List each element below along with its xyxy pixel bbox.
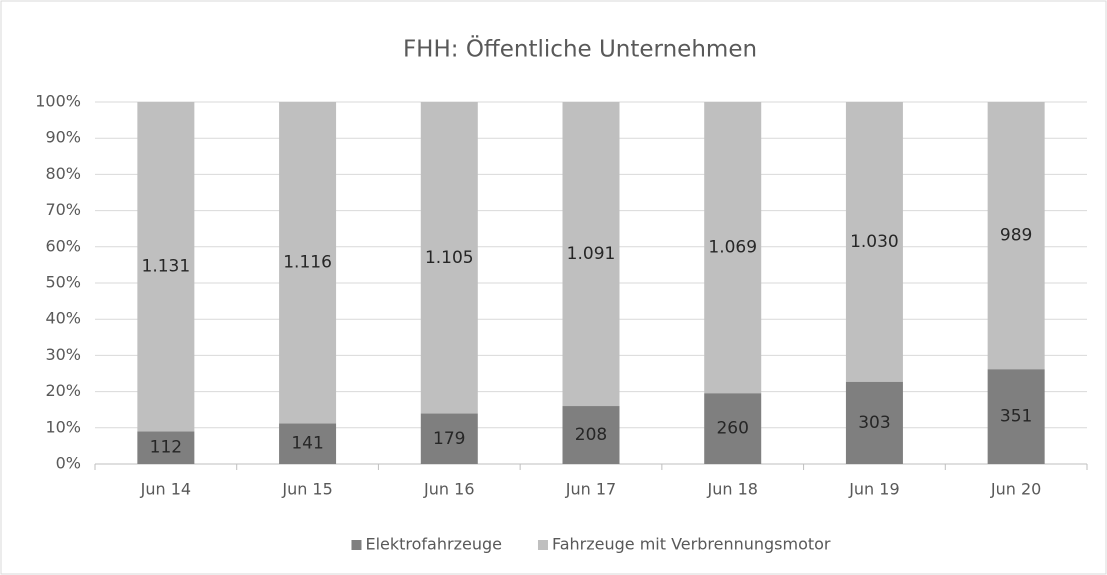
bar-segment [137,431,195,464]
value-label: 141 [291,434,323,454]
bar-segment [562,406,620,464]
y-tick-label: 0% [56,454,81,473]
y-tick-label: 50% [45,273,81,292]
bar-segment [279,102,337,424]
value-label: 989 [1000,226,1032,246]
y-tick-label: 40% [45,309,81,328]
x-tick-label: Jun 19 [848,480,899,499]
legend-label: Elektrofahrzeuge [365,535,502,554]
y-tick-label: 70% [45,200,81,219]
value-label: 1.131 [142,257,191,277]
bar-segment [987,102,1045,370]
bar-segment [279,423,337,464]
y-tick-label: 80% [45,164,81,183]
value-label: 1.091 [567,244,616,264]
bar-segment [562,102,620,407]
y-tick-label: 20% [45,381,81,400]
y-tick-label: 10% [45,417,81,436]
value-label: 112 [150,438,182,458]
x-tick-label: Jun 17 [565,480,616,499]
bar-segment [420,102,478,414]
bar-segment [845,381,903,464]
legend-swatch [537,540,548,550]
y-tick-label: 60% [45,236,81,255]
chart-title: FHH: Öffentliche Unternehmen [403,35,757,63]
bar-segment [420,413,478,464]
value-label: 1.105 [425,248,474,268]
value-label: 1.030 [850,232,899,252]
x-tick-label: Jun 14 [140,480,191,499]
bar-segment [845,102,903,382]
y-tick-label: 90% [45,128,81,147]
value-label: 179 [433,429,465,449]
bar-segment [137,102,195,432]
value-label: 260 [716,419,748,439]
bar-segment [704,102,762,394]
value-label: 303 [858,413,890,433]
value-label: 1.069 [708,238,757,258]
y-tick-label: 30% [45,345,81,364]
y-tick-label: 100% [35,92,81,111]
x-tick-label: Jun 15 [281,480,332,499]
value-label: 1.116 [283,253,332,273]
x-tick-label: Jun 16 [423,480,474,499]
legend-label: Fahrzeuge mit Verbrennungsmotor [552,535,831,554]
x-tick-label: Jun 20 [990,480,1041,499]
bar-segment [704,393,762,464]
legend-swatch [351,540,362,550]
value-label: 208 [575,425,607,445]
value-label: 351 [1000,407,1032,427]
x-tick-label: Jun 18 [706,480,757,499]
bar-segment [987,369,1045,464]
